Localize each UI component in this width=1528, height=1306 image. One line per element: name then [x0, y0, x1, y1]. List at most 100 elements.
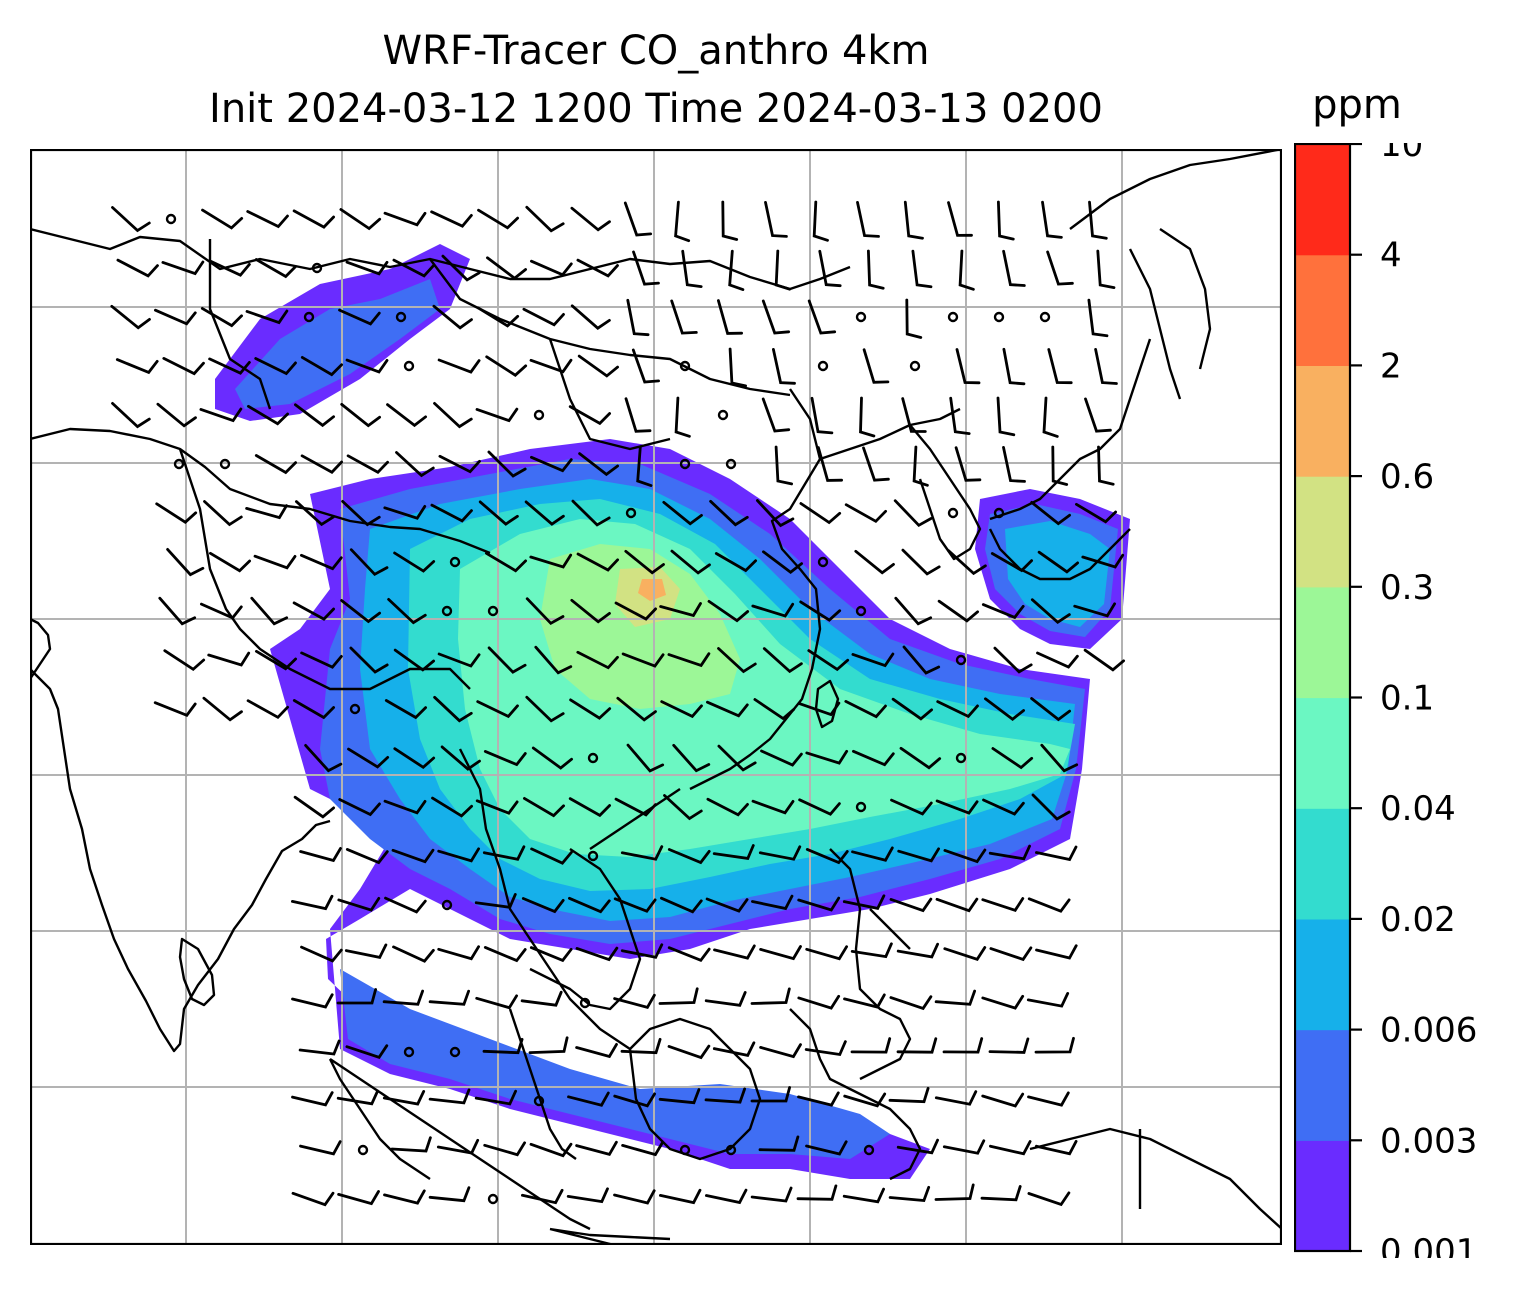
wind-barb	[575, 946, 619, 962]
wind-barb	[991, 747, 1034, 770]
wind-barb	[474, 1089, 517, 1106]
wind-barb	[762, 647, 803, 674]
colorbar-tick-label: 0.1	[1380, 679, 1434, 719]
wind-barb	[620, 943, 664, 959]
wind-barb	[911, 249, 933, 289]
wind-barb	[896, 942, 939, 959]
wind-barb	[153, 701, 197, 717]
wind-barb	[996, 396, 1016, 437]
wind-barb	[567, 1091, 610, 1107]
coastline-indochina	[458, 748, 681, 1050]
wind-barb	[345, 260, 389, 276]
calm-wind-marker	[403, 1046, 415, 1058]
wind-barb	[761, 397, 791, 433]
wind-barb	[292, 601, 335, 621]
wind-barb	[759, 945, 802, 961]
calm-wind-marker	[587, 850, 599, 862]
calm-wind-marker	[947, 507, 959, 519]
calm-wind-marker	[357, 1144, 369, 1156]
wind-barb	[430, 210, 473, 228]
wind-barb	[209, 551, 251, 573]
wind-barb	[616, 696, 657, 722]
wind-barb	[428, 989, 470, 1006]
wind-barb	[843, 993, 886, 1009]
wind-barb	[304, 744, 343, 773]
coastline-korea	[909, 424, 982, 561]
wind-barb	[760, 749, 803, 767]
wind-barb	[575, 1140, 618, 1157]
wind-barb	[672, 743, 711, 773]
wind-barb	[621, 1141, 664, 1157]
wind-barb	[1047, 348, 1073, 385]
map-frame	[30, 149, 1282, 1245]
wind-barb	[166, 548, 205, 577]
wind-barb	[477, 208, 519, 230]
wind-barb	[110, 304, 151, 330]
wind-barb	[1031, 793, 1071, 821]
wind-barb	[199, 407, 243, 423]
wind-barb	[337, 1190, 380, 1206]
wind-barb	[339, 208, 382, 231]
wind-barb	[613, 1092, 656, 1108]
border-himalaya	[30, 427, 491, 691]
wind-barb	[658, 1088, 701, 1105]
colorbar-bands	[1295, 144, 1350, 1252]
wind-barb	[336, 1089, 379, 1106]
calm-wind-marker	[449, 1046, 461, 1058]
wind-barb	[291, 1091, 334, 1107]
wind-barb	[888, 1185, 931, 1202]
wind-barb	[202, 696, 243, 722]
wind-barb	[896, 1037, 938, 1054]
wind-barb	[667, 946, 711, 962]
wind-barb	[568, 405, 611, 426]
wind-barb	[294, 403, 335, 428]
calm-wind-marker	[855, 311, 867, 323]
calm-wind-marker	[625, 507, 637, 519]
wind-barb	[670, 549, 711, 575]
wind-barb	[337, 897, 381, 912]
wind-barb	[954, 446, 982, 482]
wind-barb	[1096, 249, 1116, 289]
wind-barb	[854, 549, 895, 575]
wind-barb	[797, 1091, 840, 1107]
wind-barb	[382, 989, 424, 1006]
wind-barb	[862, 446, 890, 482]
wind-barb	[387, 598, 427, 625]
wind-barb	[300, 651, 343, 669]
calm-wind-marker	[219, 458, 231, 470]
wind-barb	[890, 798, 933, 816]
wind-barb	[475, 407, 519, 423]
wind-barb	[156, 402, 197, 428]
wind-barb	[897, 847, 940, 863]
wind-barb	[714, 552, 757, 573]
wind-barb	[762, 550, 803, 574]
calm-wind-marker	[725, 458, 737, 470]
wind-barb	[981, 1092, 1025, 1108]
wind-barb	[750, 1086, 791, 1103]
wind-barb	[154, 308, 197, 326]
wind-barb	[569, 698, 612, 720]
wind-barb	[529, 946, 573, 963]
calm-wind-marker	[487, 605, 499, 617]
wind-barb	[530, 455, 573, 473]
wind-barb	[902, 645, 941, 675]
coastline-india	[30, 617, 331, 1053]
wind-barb	[889, 995, 933, 1011]
lat-lon-gridlines	[30, 149, 1282, 1245]
concentration-contour	[235, 279, 440, 409]
wind-barb	[667, 1044, 711, 1060]
calm-wind-marker	[311, 262, 323, 274]
wind-barb	[530, 259, 573, 277]
wind-barb	[577, 354, 619, 378]
wind-barb	[764, 201, 788, 238]
wind-barb	[1002, 249, 1026, 287]
colorbar-band	[1295, 254, 1350, 366]
wind-barb	[807, 299, 837, 335]
wind-barb	[208, 357, 251, 375]
wind-barb	[300, 454, 343, 474]
wind-barb	[844, 503, 887, 524]
wind-barb	[382, 1090, 426, 1106]
wind-barb	[208, 259, 251, 277]
wind-barb	[1027, 1091, 1070, 1107]
calm-wind-marker	[955, 654, 967, 666]
